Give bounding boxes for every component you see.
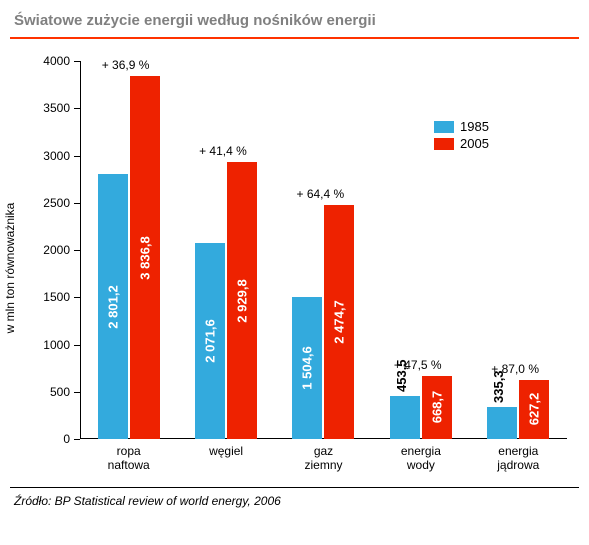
category-group: gazziemny1 504,62 474,7+ 64,4 % — [275, 61, 372, 439]
bar-value-label: 2 929,8 — [235, 279, 250, 322]
x-tick-label: ropanaftowa — [80, 439, 177, 473]
chart-area: w mln ton równoważnika 19852005 05001000… — [14, 53, 575, 483]
y-tick-label: 0 — [63, 432, 80, 446]
bar-value-label: 2 474,7 — [332, 300, 347, 343]
y-tick-label: 3000 — [43, 149, 80, 163]
x-tick-label: gazziemny — [275, 439, 372, 473]
chart-title: Światowe zużycie energii według nośników… — [0, 0, 589, 37]
bar-value-label: 2 801,2 — [105, 285, 120, 328]
category-group: energiajądrowa335,3627,2+ 87,0 % — [470, 61, 567, 439]
bar: 2 474,7 — [324, 205, 354, 439]
bar: 335,3 — [487, 407, 517, 439]
bar: 1 504,6 — [292, 297, 322, 439]
source-text: Źródło: BP Statistical review of world e… — [0, 488, 589, 508]
bar-value-label: 627,2 — [527, 393, 542, 426]
bar: 668,7 — [422, 376, 452, 439]
y-tick-label: 4000 — [43, 54, 80, 68]
y-tick-label: 1000 — [43, 338, 80, 352]
y-tick-label: 3500 — [43, 101, 80, 115]
y-tick-label: 1500 — [43, 290, 80, 304]
category-group: energiawody453,5668,7+ 47,5 % — [372, 61, 469, 439]
bar-value-label: 1 504,6 — [300, 346, 315, 389]
x-tick-label: energiajądrowa — [470, 439, 567, 473]
pct-change-label: + 47,5 % — [394, 358, 442, 372]
y-tick-label: 2000 — [43, 243, 80, 257]
bar-value-label: 668,7 — [429, 391, 444, 424]
bar: 453,5 — [390, 396, 420, 439]
bar: 2 801,2 — [98, 174, 128, 439]
bar: 2 071,6 — [195, 243, 225, 439]
pct-change-label: + 64,4 % — [296, 187, 344, 201]
plot-region: 19852005 0500100015002000250030003500400… — [80, 61, 567, 439]
pct-change-label: + 36,9 % — [102, 58, 150, 72]
y-axis-label: w mln ton równoważnika — [3, 203, 17, 334]
bar-value-label: 3 836,8 — [137, 236, 152, 279]
bar: 2 929,8 — [227, 162, 257, 439]
pct-change-label: + 41,4 % — [199, 144, 247, 158]
bar: 3 836,8 — [130, 76, 160, 439]
category-group: węgiel2 071,62 929,8+ 41,4 % — [177, 61, 274, 439]
x-tick-label: węgiel — [177, 439, 274, 459]
y-tick-label: 2500 — [43, 196, 80, 210]
bar-value-label: 2 071,6 — [203, 319, 218, 362]
category-group: ropanaftowa2 801,23 836,8+ 36,9 % — [80, 61, 177, 439]
title-rule — [10, 37, 579, 39]
y-tick-label: 500 — [50, 385, 80, 399]
pct-change-label: + 87,0 % — [491, 362, 539, 376]
x-tick-label: energiawody — [372, 439, 469, 473]
bar: 627,2 — [519, 380, 549, 439]
